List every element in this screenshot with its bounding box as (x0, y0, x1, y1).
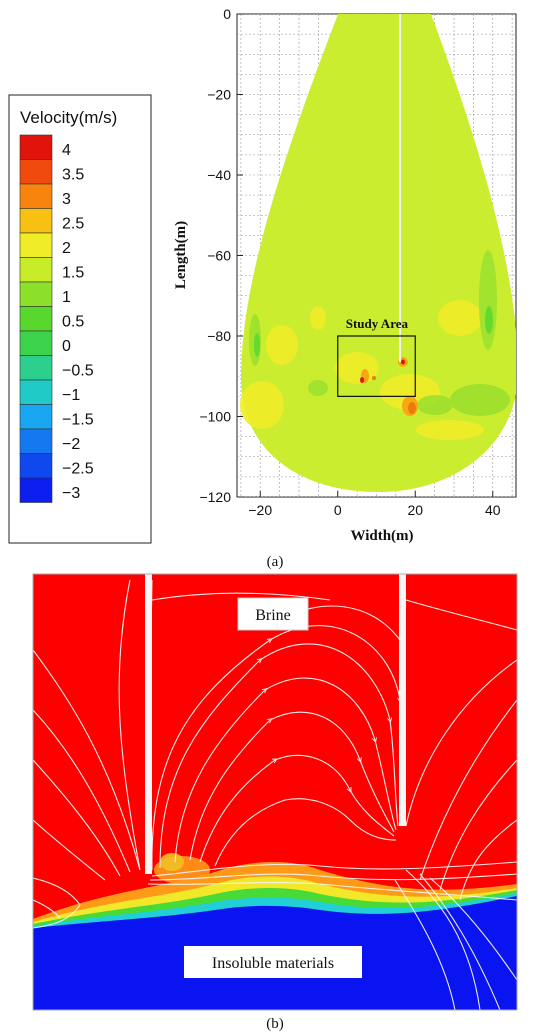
y-tick-label: −40 (207, 167, 231, 183)
x-tick-label: 40 (485, 502, 501, 518)
legend-level-label: −0.5 (62, 363, 94, 380)
y-tick-label: −100 (199, 409, 231, 425)
x-tick-label: 0 (334, 502, 342, 518)
legend-level-label: 3.5 (62, 167, 84, 184)
legend-swatches: 4 3.5 3 2.5 2 1.5 1 0.5 0 −0.5 −1 −1.5 −2 −2.5 −3 (19, 134, 94, 503)
x-tick-label: 20 (407, 502, 423, 518)
legend-level-label: 4 (62, 142, 71, 159)
right-tube (399, 574, 406, 826)
legend-level-label: 1.5 (62, 265, 84, 282)
insoluble-label: Insoluble materials (212, 955, 334, 972)
streamlines (33, 579, 517, 1010)
legend-level-label: −3 (62, 485, 80, 502)
legend-swatch (19, 404, 53, 430)
panel-a-caption: (a) (267, 554, 284, 570)
cavern-domain (241, 14, 516, 492)
contour-level-1 (254, 306, 493, 357)
study-area-label: Study Area (346, 316, 409, 331)
y-tick-label: 0 (223, 6, 231, 22)
insoluble-label-box (184, 946, 362, 978)
y-axis-title: Length(m) (173, 221, 189, 289)
legend-swatch (19, 183, 53, 209)
legend-level-label: 3 (62, 191, 71, 208)
legend-level-label: −1 (62, 387, 80, 404)
legend-level-label: −1.5 (62, 412, 94, 429)
legend-level-label: 2.5 (62, 216, 84, 233)
panel-b-frame (32, 573, 518, 1011)
legend-swatch (19, 453, 53, 479)
y-tick-label: −120 (199, 489, 231, 505)
velocity-field (240, 14, 516, 492)
legend-level-label: −2 (62, 436, 80, 453)
legend-swatch (19, 232, 53, 258)
legend-swatch (19, 355, 53, 381)
legend-level-label: 1 (62, 289, 71, 306)
panel-b-plot: Brine Insoluble materials (33, 574, 517, 1010)
legend-swatch (19, 477, 53, 503)
panel-a-plot: Study Area −20 0 20 40 0 −20 −40 −60 −80 −100 −120… (173, 6, 517, 544)
x-tick-label: −20 (248, 502, 272, 518)
legend-swatch (19, 257, 53, 283)
study-area-box (337, 335, 416, 397)
legend-level-label: 0.5 (62, 314, 84, 331)
y-tick-label: −60 (207, 248, 231, 264)
legend-swatch (19, 208, 53, 234)
legend-swatch (19, 379, 53, 405)
panel-b-caption: (b) (266, 1016, 284, 1032)
brine-label: Brine (255, 607, 291, 624)
legend-swatch (19, 330, 53, 356)
legend-swatch (19, 306, 53, 332)
y-tick-label: −80 (207, 328, 231, 344)
legend-level-label: 0 (62, 338, 71, 355)
brine-label-box (237, 597, 309, 631)
velocity-legend: Velocity(m/s) 4 3.5 3 2.5 2 1.5 1 0.5 0 −0.5 −1 −1.… (8, 94, 152, 544)
legend-swatch (19, 159, 53, 185)
x-axis-title: Width(m) (350, 528, 413, 544)
legend-swatch (19, 428, 53, 454)
legend-swatch (19, 134, 53, 160)
y-tick-label: −20 (207, 87, 231, 103)
legend-level-label: −2.5 (62, 461, 94, 478)
axis-ticks-a: −20 0 20 40 0 −20 −40 −60 −80 −100 −120 (199, 6, 500, 518)
legend-title: Velocity(m/s) (20, 108, 117, 127)
legend-swatch (19, 281, 53, 307)
legend-level-label: 2 (62, 240, 71, 257)
left-tube (145, 574, 152, 874)
